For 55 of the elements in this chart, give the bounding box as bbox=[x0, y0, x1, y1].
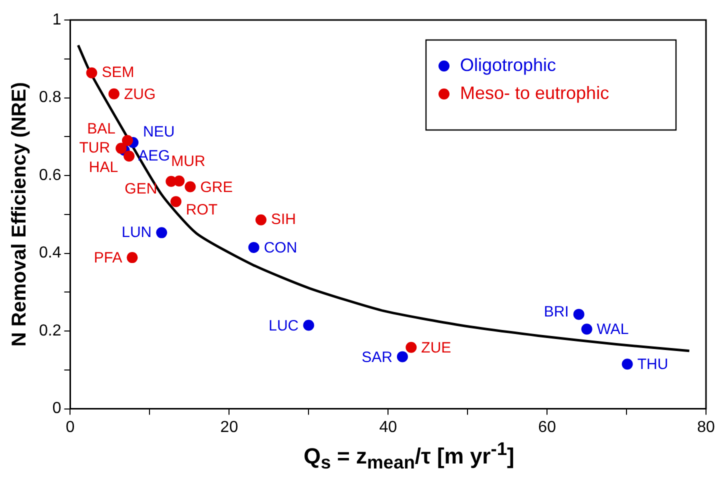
point bbox=[396, 351, 408, 362]
x-tick-label: 0 bbox=[66, 418, 75, 436]
annotation: SAR bbox=[362, 348, 393, 366]
point bbox=[156, 227, 168, 238]
x-tick-label: 40 bbox=[379, 418, 398, 436]
x-tick-label: 20 bbox=[220, 418, 238, 436]
annotation: CON bbox=[264, 240, 298, 257]
annotation: GEN bbox=[124, 180, 158, 198]
annotation: WAL bbox=[596, 321, 629, 338]
point bbox=[255, 214, 266, 226]
y-tick-label: 0.6 bbox=[38, 166, 62, 184]
point bbox=[573, 308, 584, 320]
annotation: LUC bbox=[268, 317, 299, 334]
annotation: SEM bbox=[102, 64, 134, 82]
y-tick-label: 1 bbox=[52, 11, 62, 28]
point bbox=[170, 196, 182, 208]
x-tick-label: 80 bbox=[697, 418, 715, 436]
legend-label: Oligotrophic bbox=[460, 54, 556, 75]
point bbox=[126, 252, 138, 264]
y-tick-label: 0.8 bbox=[38, 89, 62, 106]
point bbox=[116, 142, 127, 154]
point bbox=[184, 181, 196, 192]
annotation: NEU bbox=[143, 124, 175, 141]
annotation: ZUG bbox=[124, 86, 156, 104]
annotation: HAL bbox=[88, 159, 118, 176]
point bbox=[622, 358, 633, 370]
point bbox=[124, 150, 135, 162]
legend-label: Meso- to eutrophic bbox=[460, 82, 610, 103]
point bbox=[581, 324, 592, 335]
point bbox=[174, 175, 185, 186]
point bbox=[86, 67, 98, 78]
annotation: THU bbox=[637, 356, 668, 374]
point bbox=[303, 320, 314, 331]
y-axis-title: N Removal Efficiency (NRE) bbox=[8, 82, 31, 347]
annotation: SIH bbox=[270, 210, 296, 228]
line-series bbox=[76, 44, 691, 352]
annotation: BRI bbox=[544, 303, 569, 320]
x-axis-title: Q$_{s}$ = z$_{mean}$/τ [m yr$^{-1}$] bbox=[302, 438, 516, 474]
annotation: BAL bbox=[87, 120, 116, 138]
annotation: TUR bbox=[79, 139, 110, 156]
y-tick-label: 0 bbox=[52, 400, 62, 418]
y-tick-label: 0.4 bbox=[38, 244, 62, 262]
annotation: MUR bbox=[171, 153, 206, 170]
annotation: ROT bbox=[186, 202, 218, 219]
annotation: GRE bbox=[200, 178, 233, 196]
point bbox=[108, 88, 120, 100]
point bbox=[406, 342, 417, 353]
y-tick-label: 0.2 bbox=[38, 322, 62, 340]
annotation: LUN bbox=[122, 224, 152, 241]
point bbox=[122, 135, 133, 146]
annotation: ZUE bbox=[421, 340, 452, 357]
annotation: PFA bbox=[94, 250, 122, 267]
annotation: AEG bbox=[138, 147, 170, 164]
point bbox=[248, 242, 260, 253]
x-tick-label: 60 bbox=[538, 418, 556, 436]
